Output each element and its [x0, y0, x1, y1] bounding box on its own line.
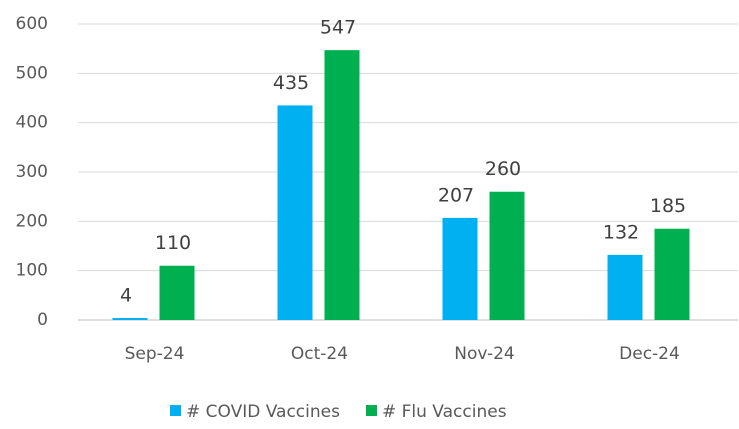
- y-tick-label: 100: [16, 261, 48, 281]
- data-label: 547: [320, 17, 356, 39]
- bar: [324, 50, 360, 320]
- data-label: 132: [603, 221, 639, 243]
- bar: [442, 217, 478, 320]
- y-tick-label: 300: [16, 162, 48, 182]
- data-label: 207: [438, 184, 474, 206]
- x-tick-label: Dec-24: [619, 344, 680, 364]
- legend-label: # COVID Vaccines: [186, 402, 340, 422]
- bar: [159, 265, 195, 320]
- y-tick-label: 400: [16, 113, 48, 133]
- data-label: 435: [273, 72, 309, 94]
- x-tick-label: Oct-24: [291, 344, 348, 364]
- legend-swatch: [170, 405, 181, 416]
- data-label: 260: [485, 158, 521, 180]
- legend-swatch: [365, 405, 377, 416]
- bar: [654, 228, 690, 320]
- x-tick-label: Sep-24: [125, 344, 185, 364]
- bar: [277, 105, 313, 321]
- bar: [607, 254, 643, 320]
- bar: [489, 191, 525, 320]
- y-tick-label: 500: [16, 63, 48, 83]
- x-tick-label: Nov-24: [454, 344, 515, 364]
- data-label: 185: [650, 195, 686, 217]
- y-tick-label: 200: [16, 211, 48, 231]
- y-tick-label: 600: [16, 14, 48, 34]
- data-label: 4: [120, 285, 132, 307]
- bar: [112, 318, 148, 320]
- data-label: 110: [155, 232, 191, 254]
- y-tick-label: 0: [37, 310, 48, 330]
- legend-label: # Flu Vaccines: [382, 402, 507, 422]
